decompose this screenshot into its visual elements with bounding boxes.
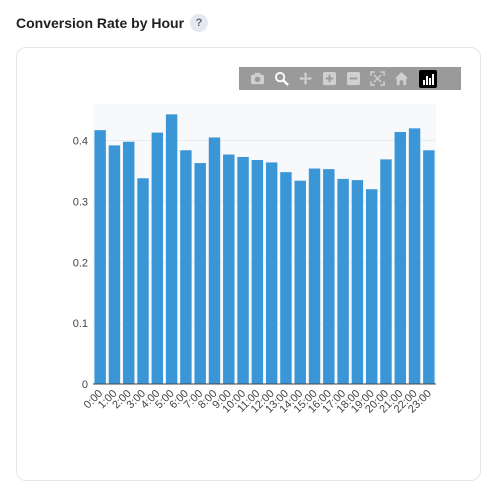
- x-ticks: 0:001:002:003:004:005:006:007:008:009:00…: [82, 388, 434, 416]
- bar[interactable]: [123, 141, 135, 384]
- bar[interactable]: [165, 114, 178, 384]
- bar[interactable]: [223, 154, 235, 384]
- bar[interactable]: [108, 145, 121, 384]
- bar[interactable]: [280, 172, 292, 384]
- bar[interactable]: [394, 132, 406, 384]
- plotly-logo-icon[interactable]: [419, 69, 437, 88]
- bar[interactable]: [251, 160, 264, 384]
- zoom-in-icon[interactable]: [319, 69, 339, 89]
- y-ticks: 0 0.1 0.2 0.3 0.4: [73, 136, 88, 391]
- chart-header: Conversion Rate by Hour ?: [16, 12, 209, 34]
- bar[interactable]: [94, 130, 106, 384]
- zoom-out-icon[interactable]: [343, 69, 363, 89]
- bar[interactable]: [151, 132, 164, 384]
- gridlines: [93, 140, 436, 324]
- bar[interactable]: [380, 159, 392, 384]
- bar[interactable]: [208, 137, 221, 384]
- chart-title: Conversion Rate by Hour: [16, 15, 185, 31]
- bars: [94, 114, 435, 384]
- reset-axes-icon[interactable]: [391, 69, 411, 89]
- y-tick-label: 0.4: [73, 136, 88, 148]
- bar[interactable]: [265, 162, 278, 384]
- bar[interactable]: [308, 168, 321, 384]
- y-tick-label: 0: [82, 379, 88, 391]
- y-tick-label: 0.1: [73, 318, 88, 330]
- bar[interactable]: [137, 178, 149, 384]
- bar[interactable]: [294, 180, 306, 384]
- bar[interactable]: [237, 156, 249, 384]
- pan-icon[interactable]: [295, 69, 315, 89]
- bar[interactable]: [323, 169, 335, 384]
- y-tick-label: 0.3: [73, 196, 88, 208]
- help-icon[interactable]: ?: [190, 14, 209, 32]
- bar[interactable]: [194, 163, 206, 384]
- bar[interactable]: [180, 150, 192, 384]
- plot-background: [93, 104, 436, 384]
- zoom-icon[interactable]: [271, 69, 291, 89]
- camera-icon[interactable]: [247, 69, 267, 89]
- chart-modebar: [239, 67, 461, 90]
- autoscale-icon[interactable]: [367, 69, 387, 89]
- bar[interactable]: [365, 189, 378, 384]
- bar[interactable]: [423, 150, 435, 384]
- bar[interactable]: [408, 128, 421, 384]
- y-tick-label: 0.2: [73, 257, 88, 269]
- bar[interactable]: [337, 178, 349, 384]
- bar[interactable]: [351, 180, 364, 384]
